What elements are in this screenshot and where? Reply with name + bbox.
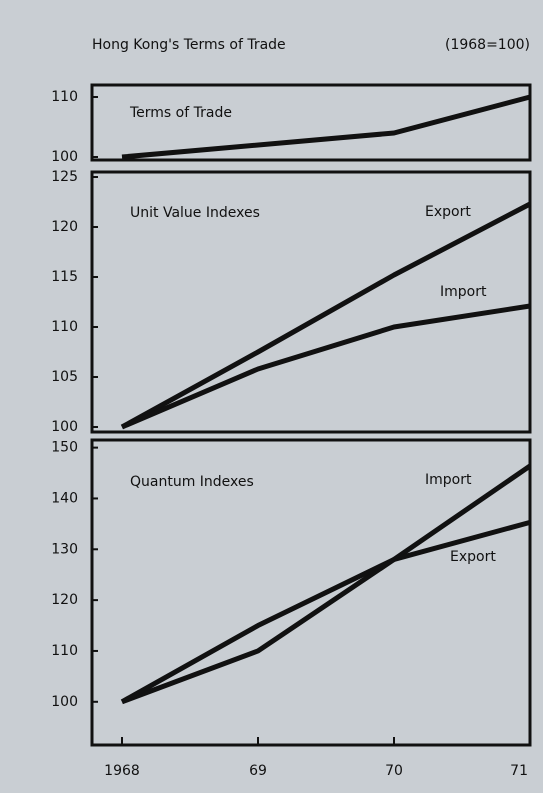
data-line: [120, 201, 532, 430]
y-tick-label: 130: [51, 541, 78, 557]
panel-title: Quantum Indexes: [130, 474, 254, 490]
y-tick-label: 105: [51, 369, 78, 385]
panel-frame: [90, 170, 532, 434]
y-tick-label: 125: [51, 169, 78, 185]
y-tick-label: 120: [51, 592, 78, 608]
y-tick-label: 100: [51, 419, 78, 435]
panel-title: Unit Value Indexes: [130, 205, 260, 221]
y-tick-label: 100: [51, 694, 78, 710]
x-tick-label: 1968: [104, 763, 140, 779]
y-tick-label: 150: [51, 440, 78, 456]
base-note: (1968=100): [445, 37, 530, 53]
y-tick-label: 115: [51, 269, 78, 285]
y-tick-label: 120: [51, 219, 78, 235]
chart-title: Hong Kong's Terms of Trade: [92, 37, 286, 53]
panel-frame: [90, 438, 532, 747]
series-label: Import: [425, 472, 472, 488]
y-tick-label: 110: [51, 319, 78, 335]
panel-title: Terms of Trade: [129, 105, 232, 121]
y-tick-label: 140: [51, 490, 78, 506]
series-label: Export: [450, 549, 496, 565]
x-tick-label: 69: [249, 763, 267, 779]
y-tick-label: 110: [51, 89, 78, 105]
data-line: [120, 519, 531, 704]
y-tick-label: 110: [51, 643, 78, 659]
data-line: [121, 94, 531, 160]
x-tick-label: 71: [510, 763, 528, 779]
series-label: Export: [425, 204, 471, 220]
y-tick-label: 100: [51, 149, 78, 165]
data-line: [121, 303, 531, 430]
data-line: [121, 463, 532, 705]
panel-frame: [90, 83, 532, 162]
series-label: Import: [440, 284, 487, 300]
x-tick-label: 70: [385, 763, 403, 779]
